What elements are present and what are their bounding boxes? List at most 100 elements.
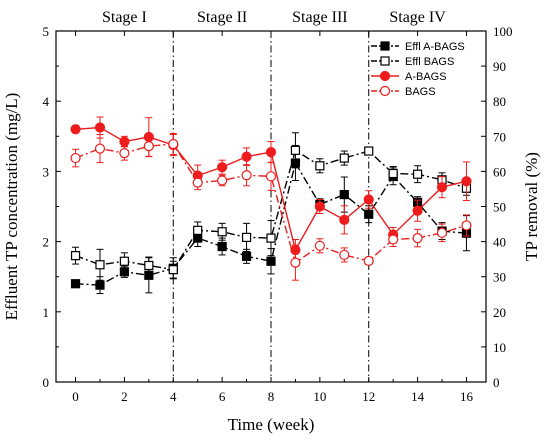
y-left-tick-label-3: 3 bbox=[43, 164, 50, 179]
data-point-effl-bags-10 bbox=[315, 161, 325, 171]
data-point-a-bags-8 bbox=[265, 146, 277, 158]
data-point-a-bags-0 bbox=[70, 124, 81, 135]
data-point-bags-4 bbox=[168, 138, 179, 150]
legend-item-a-bags: A-BAGS bbox=[371, 70, 447, 83]
x-tick-label-0: 0 bbox=[72, 389, 79, 404]
legend-label-a-bags: A-BAGS bbox=[405, 71, 447, 83]
y-right-tick-label-9: 90 bbox=[493, 59, 506, 74]
data-point-bags-2 bbox=[119, 148, 130, 159]
legend-swatch-marker bbox=[380, 56, 390, 66]
y-right-tick-label-5: 50 bbox=[493, 200, 506, 215]
data-point-effl-bags-4 bbox=[168, 265, 178, 275]
stage-label-1: Stage II bbox=[197, 9, 247, 26]
data-point-a-bags-14 bbox=[412, 205, 423, 216]
x-axis-label: Time (week) bbox=[228, 415, 315, 434]
data-point-bags-8 bbox=[265, 171, 277, 182]
series-effl-bags bbox=[70, 132, 472, 281]
data-point-effl-bags-9 bbox=[290, 145, 301, 155]
x-tick-label-6: 12 bbox=[362, 389, 375, 404]
data-point-bags-15 bbox=[436, 227, 448, 238]
legend-item-effl-bags: Effl BAGS bbox=[371, 56, 454, 68]
legend-swatch-marker bbox=[379, 70, 391, 82]
data-point-bags-11 bbox=[339, 249, 350, 261]
data-point-bags-10 bbox=[314, 240, 325, 251]
data-point-effl-a-bags-7 bbox=[241, 251, 252, 261]
legend: Effl A-BAGS Effl BAGS A-BAGS BAGS bbox=[371, 41, 465, 98]
y-right-tick-label-8: 80 bbox=[493, 94, 506, 109]
data-point-effl-bags-14 bbox=[412, 169, 423, 179]
legend-label-effl-a-bags: Effl A-BAGS bbox=[405, 41, 465, 53]
data-point-bags-12 bbox=[363, 255, 374, 267]
legend-item-bags: BAGS bbox=[371, 85, 436, 98]
data-point-a-bags-1 bbox=[94, 122, 106, 133]
y-left-tick-label-5: 5 bbox=[43, 24, 50, 39]
y-axis-right-label: TP removal (%) bbox=[522, 152, 541, 261]
data-point-effl-a-bags-11 bbox=[339, 189, 349, 200]
data-point-a-bags-6 bbox=[217, 162, 228, 173]
x-tick-label-2: 4 bbox=[170, 389, 177, 404]
stage-dividers bbox=[172, 31, 370, 382]
data-point-effl-a-bags-1 bbox=[95, 280, 105, 290]
data-point-effl-bags-2 bbox=[119, 256, 130, 266]
y-axis-left-label: Effluent TP concentration (mg/L) bbox=[2, 93, 21, 321]
x-tick-label-1: 2 bbox=[121, 389, 128, 404]
series-bags bbox=[70, 132, 472, 281]
legend-label-effl-bags: Effl BAGS bbox=[405, 56, 454, 68]
y-right-tick-label-0: 0 bbox=[493, 375, 500, 390]
data-point-effl-bags-12 bbox=[364, 146, 374, 156]
y-right-tick-label-4: 40 bbox=[493, 235, 506, 250]
y-left-tick-label-2: 2 bbox=[43, 235, 50, 250]
legend-label-bags: BAGS bbox=[405, 86, 436, 98]
data-point-bags-0 bbox=[70, 152, 81, 164]
data-point-effl-bags-8 bbox=[266, 233, 276, 243]
data-point-effl-bags-7 bbox=[241, 232, 252, 242]
x-tick-label-3: 6 bbox=[219, 389, 226, 404]
data-point-effl-bags-3 bbox=[144, 260, 154, 271]
x-tick-label-5: 10 bbox=[313, 389, 326, 404]
data-point-bags-1 bbox=[94, 143, 106, 154]
data-point-bags-5 bbox=[192, 177, 203, 188]
data-point-effl-bags-5 bbox=[193, 225, 203, 235]
y-right-tick-label-1: 10 bbox=[493, 340, 506, 355]
stage-label-0: Stage I bbox=[102, 9, 147, 26]
data-point-a-bags-10 bbox=[314, 201, 325, 212]
series-layer bbox=[70, 116, 472, 295]
y-right-tick-label-2: 20 bbox=[493, 305, 506, 320]
data-point-a-bags-2 bbox=[119, 136, 130, 147]
y-right-tick-label-10: 100 bbox=[493, 24, 513, 39]
data-point-effl-a-bags-12 bbox=[364, 209, 374, 219]
data-point-effl-a-bags-0 bbox=[70, 279, 81, 289]
stage-labels: Stage I Stage II Stage III Stage IV bbox=[102, 9, 446, 26]
data-point-bags-9 bbox=[290, 257, 301, 268]
data-point-effl-bags-11 bbox=[339, 153, 349, 163]
stage-label-3: Stage IV bbox=[389, 9, 446, 26]
data-point-effl-bags-1 bbox=[95, 260, 105, 270]
y-left-tick-label-1: 1 bbox=[43, 305, 50, 320]
stage-label-2: Stage III bbox=[292, 9, 348, 26]
y-right-tick-label-3: 30 bbox=[493, 270, 506, 285]
data-point-bags-14 bbox=[412, 232, 423, 244]
data-point-bags-7 bbox=[241, 170, 252, 181]
data-point-effl-bags-6 bbox=[217, 227, 227, 237]
series-line-effl-a-bags bbox=[75, 161, 467, 286]
data-point-bags-3 bbox=[143, 141, 154, 152]
y-left-tick-label-4: 4 bbox=[43, 94, 50, 109]
data-point-a-bags-15 bbox=[436, 182, 448, 193]
x-tick-label-7: 14 bbox=[411, 389, 425, 404]
data-point-bags-13 bbox=[388, 234, 399, 245]
data-point-a-bags-16 bbox=[461, 176, 472, 187]
data-point-effl-bags-13 bbox=[388, 168, 398, 179]
data-point-bags-16 bbox=[461, 220, 472, 231]
data-point-effl-a-bags-8 bbox=[266, 256, 276, 266]
legend-swatch-marker bbox=[379, 85, 391, 97]
y-left-tick-label-0: 0 bbox=[43, 375, 50, 390]
legend-swatch-marker bbox=[380, 41, 390, 51]
data-point-effl-bags-0 bbox=[70, 251, 81, 261]
data-point-a-bags-11 bbox=[339, 214, 350, 225]
data-point-bags-6 bbox=[217, 175, 228, 186]
data-point-a-bags-12 bbox=[363, 194, 374, 205]
legend-item-effl-a-bags: Effl A-BAGS bbox=[371, 41, 465, 53]
y-right-tick-label-7: 70 bbox=[493, 129, 506, 144]
data-point-effl-a-bags-6 bbox=[217, 241, 227, 252]
